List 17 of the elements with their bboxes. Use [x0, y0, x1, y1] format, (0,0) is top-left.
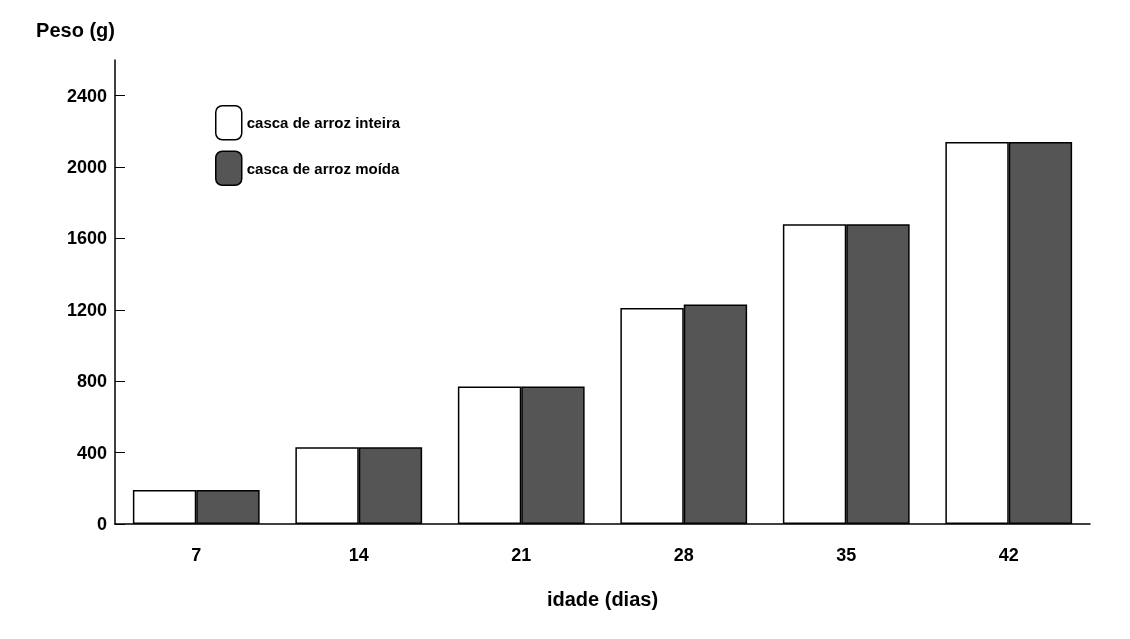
legend-label: casca de arroz inteira — [246, 114, 401, 132]
x-tick-label: 7 — [191, 545, 202, 565]
x-tick-label: 28 — [673, 545, 694, 565]
x-tick-label: 35 — [836, 545, 857, 565]
y-tick-label: 1200 — [66, 299, 107, 320]
y-tick-label: 2000 — [66, 157, 107, 178]
legend-label: casca de arroz moída — [246, 159, 400, 177]
x-tick-label: 42 — [998, 545, 1019, 565]
x-tick-label: 14 — [348, 545, 369, 565]
y-tick-label: 1600 — [66, 228, 107, 249]
y-axis-title: Peso (g) — [36, 19, 115, 41]
x-axis-title: idade (dias) — [546, 588, 659, 610]
y-tick-label: 2400 — [66, 85, 107, 106]
x-tick-label: 21 — [511, 545, 532, 565]
y-tick-label: 400 — [76, 442, 107, 463]
y-tick-label: 800 — [76, 371, 107, 392]
y-tick-label: 0 — [96, 514, 107, 534]
